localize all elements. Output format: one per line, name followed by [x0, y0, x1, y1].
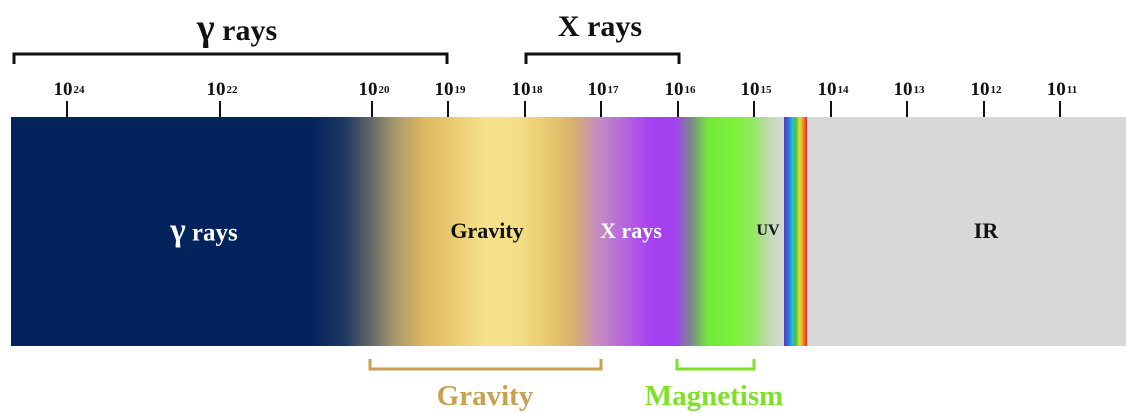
tick-mark [830, 101, 832, 117]
tick-exponent: 19 [454, 84, 466, 96]
tick-mark [600, 101, 602, 117]
x-ray-bracket [524, 52, 681, 64]
tick-label: 1019 [435, 79, 466, 101]
tick-mark [753, 101, 755, 117]
gamma-rest: rays [214, 14, 278, 47]
tick-mark [219, 101, 221, 117]
tick-mark [447, 101, 449, 117]
tick-base: 10 [358, 79, 378, 100]
band-label-x-rays: X rays [600, 218, 662, 243]
tick-base: 10 [1046, 79, 1066, 100]
spectrum-gradient [11, 117, 1126, 346]
tick-mark [524, 101, 526, 117]
tick-exponent: 15 [760, 84, 772, 96]
tick-base: 10 [817, 79, 837, 100]
gravity-bracket-label: Gravity [436, 380, 534, 412]
tick-label: 1015 [741, 79, 772, 101]
tick-label: 1016 [665, 79, 696, 101]
tick-base: 10 [53, 79, 73, 100]
top-brackets [12, 52, 681, 64]
tick-base: 10 [511, 79, 531, 100]
tick-exponent: 11 [1066, 84, 1078, 96]
gamma-ray-bracket-label: γ rays [197, 6, 277, 50]
tick-mark [66, 101, 68, 117]
tick-base: 10 [587, 79, 607, 100]
tick-base: 10 [434, 79, 454, 100]
tick-exponent: 24 [73, 84, 85, 96]
tick-base: 10 [664, 79, 684, 100]
tick-mark [906, 101, 908, 117]
tick-mark [1059, 101, 1061, 117]
tick-label: 1012 [971, 79, 1002, 101]
tick-label: 1020 [359, 79, 390, 101]
tick-label: 1014 [818, 79, 849, 101]
band-gamma-rest: rays [185, 219, 238, 247]
tick-exponent: 17 [607, 84, 619, 96]
tick-exponent: 12 [990, 84, 1002, 96]
band-label-gamma: γ rays [170, 213, 238, 250]
tick-exponent: 18 [531, 84, 543, 96]
tick-label: 1011 [1047, 79, 1077, 101]
tick-base: 10 [740, 79, 760, 100]
tick-base: 10 [970, 79, 990, 100]
magnetism-bracket-label: Magnetism [644, 380, 784, 412]
band-label-gravity: Gravity [450, 218, 524, 243]
magnetism-bracket [675, 359, 756, 371]
tick-label: 1024 [54, 79, 85, 101]
band-gamma-glyph: γ [170, 212, 186, 249]
band-label-uv: UV [756, 222, 780, 239]
tick-base: 10 [893, 79, 913, 100]
tick-exponent: 14 [837, 84, 849, 96]
visible-light-strip [784, 117, 807, 346]
tick-label: 1017 [588, 79, 619, 101]
tick-exponent: 22 [226, 84, 238, 96]
tick-mark [677, 101, 679, 117]
tick-exponent: 13 [913, 84, 925, 96]
tick-mark [371, 101, 373, 117]
tick-exponent: 20 [378, 84, 390, 96]
x-ray-bracket-label: X rays [557, 10, 643, 43]
tick-exponent: 16 [684, 84, 696, 96]
tick-label: 1013 [894, 79, 925, 101]
tick-label: 1022 [207, 79, 238, 101]
tick-mark [983, 101, 985, 117]
tick-label: 1018 [512, 79, 543, 101]
gravity-bracket [368, 359, 603, 371]
band-label-ir: IR [973, 218, 999, 243]
gamma-ray-bracket [12, 52, 449, 64]
tick-base: 10 [206, 79, 226, 100]
gamma-glyph: γ [196, 7, 215, 49]
